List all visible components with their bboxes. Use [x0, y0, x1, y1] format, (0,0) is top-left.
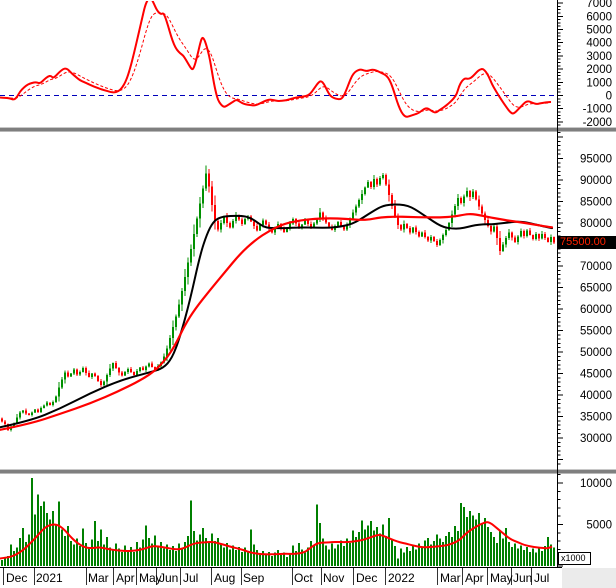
pane-splitter[interactable] — [0, 469, 616, 474]
svg-text:Apr: Apr — [116, 571, 135, 585]
y-axis: 70006000500040003000200010000-1000-20009… — [0, 0, 612, 568]
svg-text:4000: 4000 — [586, 38, 612, 50]
volume-unit-label: x1000 — [558, 552, 591, 565]
volume-bars — [1, 478, 555, 566]
svg-text:Mar: Mar — [440, 571, 461, 585]
svg-text:70000: 70000 — [580, 261, 612, 273]
svg-text:1000: 1000 — [586, 77, 612, 89]
svg-text:Sep: Sep — [243, 571, 265, 585]
svg-text:Aug: Aug — [214, 571, 235, 585]
svg-text:May: May — [139, 571, 162, 585]
svg-text:0: 0 — [606, 91, 612, 103]
svg-text:2022: 2022 — [388, 571, 415, 585]
volume-panel[interactable] — [0, 478, 555, 566]
svg-text:65000: 65000 — [580, 283, 612, 295]
svg-text:Jun: Jun — [159, 571, 178, 585]
axis-corner-filler — [562, 568, 616, 588]
svg-text:80000: 80000 — [580, 218, 612, 230]
svg-text:6000: 6000 — [586, 11, 612, 23]
svg-text:2021: 2021 — [36, 571, 63, 585]
svg-text:-2000: -2000 — [583, 117, 612, 129]
ma-fast-line — [0, 203, 553, 429]
price-panel[interactable] — [0, 165, 555, 432]
svg-text:5000: 5000 — [586, 25, 612, 37]
svg-text:10000: 10000 — [580, 478, 612, 490]
svg-text:Jun: Jun — [513, 571, 532, 585]
macd-signal-line — [0, 12, 550, 113]
svg-text:40000: 40000 — [580, 390, 612, 402]
svg-text:3000: 3000 — [586, 51, 612, 63]
svg-text:7000: 7000 — [586, 0, 612, 10]
svg-text:Apr: Apr — [465, 571, 484, 585]
pane-splitter[interactable] — [0, 127, 616, 132]
svg-text:Dec: Dec — [356, 571, 377, 585]
svg-text:85000: 85000 — [580, 197, 612, 209]
macd-line — [0, 1, 552, 118]
svg-text:60000: 60000 — [580, 304, 612, 316]
svg-text:Oct: Oct — [294, 571, 313, 585]
svg-text:5000: 5000 — [586, 520, 612, 532]
volume-ma-line — [0, 521, 553, 560]
svg-text:90000: 90000 — [580, 175, 612, 187]
svg-text:30000: 30000 — [580, 433, 612, 445]
svg-text:May: May — [490, 571, 513, 585]
svg-text:Nov: Nov — [323, 571, 344, 585]
svg-text:35000: 35000 — [580, 412, 612, 424]
candlesticks — [1, 165, 555, 432]
last-price-label: 75500.00 — [558, 236, 616, 249]
svg-text:95000: 95000 — [580, 154, 612, 166]
svg-text:-1000: -1000 — [583, 104, 612, 116]
svg-text:Mar: Mar — [88, 571, 109, 585]
ma-slow-line — [0, 213, 554, 431]
svg-text:55000: 55000 — [580, 326, 612, 338]
svg-text:Jul: Jul — [183, 571, 198, 585]
svg-text:50000: 50000 — [580, 347, 612, 359]
svg-text:Dec: Dec — [6, 571, 27, 585]
indicator-panel[interactable] — [0, 0, 556, 118]
svg-text:45000: 45000 — [580, 369, 612, 381]
svg-text:2000: 2000 — [586, 64, 612, 76]
svg-text:Jul: Jul — [534, 571, 549, 585]
